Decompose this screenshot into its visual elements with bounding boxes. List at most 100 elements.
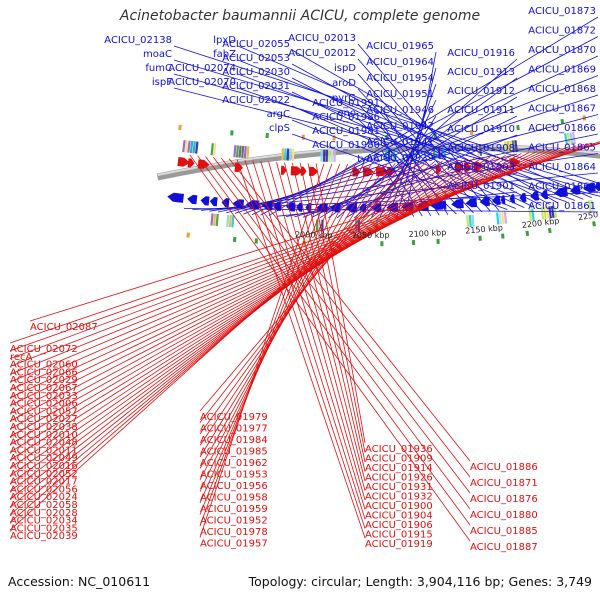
outer-cog-block [228, 215, 232, 228]
gene-label: ACICU_02033 [10, 391, 78, 402]
leader-line [173, 87, 600, 197]
inner-cog-block [210, 143, 214, 156]
forward-gene-shape [221, 198, 230, 208]
leader-line [213, 157, 471, 494]
gene-label: ACICU_01932 [365, 492, 433, 503]
inner-cog-block [289, 148, 292, 161]
reverse-gene-shape [234, 162, 244, 173]
gene-label: ACICU_01980 [312, 140, 380, 151]
genome-summary-text: Topology: circular; Length: 3,904,116 bp… [248, 574, 592, 589]
gene-label: ACICU_01864 [528, 162, 596, 173]
inner-cog-block [246, 146, 250, 159]
gene-label: clpS [269, 123, 290, 134]
gene-label: ACICU_02011 [10, 445, 78, 456]
gene-label: ACICU_02048 [10, 438, 78, 449]
gene-label: ACICU_01868 [528, 84, 596, 95]
outer-cog-block [215, 213, 219, 227]
reverse-gene [187, 158, 195, 168]
inner-cog-block [189, 140, 194, 154]
kbp-tick-label: 2000 kbp [295, 230, 333, 240]
forward-gene-shape [594, 181, 600, 192]
forward-gene [594, 181, 600, 192]
gene-label: ACICU_02016 [10, 461, 78, 472]
inner-cog-block [281, 148, 285, 161]
leader-line [237, 45, 592, 199]
rna-marker [547, 227, 552, 234]
leader-line [9, 148, 553, 398]
gene-label: ACICU_01908 [447, 143, 515, 154]
rna-marker [380, 241, 384, 247]
rna-marker [478, 235, 482, 241]
forward-gene [451, 199, 464, 209]
outer-cog-block [496, 212, 500, 225]
gene-label: ispD [334, 63, 356, 74]
outer-cog-block [548, 206, 553, 219]
gene-label: ACICU_02067 [10, 383, 78, 394]
gene-label: ACICU_01916 [447, 48, 515, 59]
leader-line [197, 155, 471, 526]
inner-cog-block [325, 149, 328, 162]
rna-marker [516, 125, 520, 131]
gene-label: ACICU_02031 [222, 81, 290, 92]
gene-label: ACICU_02138 [104, 35, 172, 46]
inner-cog-block [192, 141, 196, 154]
gene-label: ACICU_02074 [168, 63, 236, 74]
rna-marker [186, 232, 190, 238]
leader-line [9, 156, 491, 461]
inner-cog-block [187, 140, 191, 153]
forward-gene-shape [209, 197, 218, 207]
leader-line [9, 154, 514, 437]
gene-label: ACICU_02055 [222, 39, 290, 50]
outer-cog-block [498, 212, 503, 225]
gene-label: ispF [152, 77, 172, 88]
outer-cog-block [468, 215, 472, 228]
leader-line [9, 160, 451, 500]
forward-gene-shape [519, 192, 527, 203]
gene-label: ACICU_02066 [10, 367, 78, 378]
forward-gene-shape [451, 199, 464, 209]
forward-gene-shape [200, 196, 210, 206]
gene-label: ACICU_01862 [528, 182, 596, 193]
leader-line [276, 161, 366, 491]
gene-label: ACICU_01986 [312, 112, 380, 123]
gene-label: aroD [332, 78, 356, 89]
inner-cog-block [238, 145, 242, 158]
outer-cog-block [545, 206, 550, 219]
leader-line [315, 163, 366, 444]
gene-label: ACICU_01954 [366, 73, 434, 84]
gene-label: ACICU_01953 [200, 470, 268, 481]
gene-label: ACICU_02072 [10, 344, 78, 355]
leader-line [268, 161, 366, 501]
forward-gene [209, 197, 218, 207]
gene-label: ACICU_01939 [366, 153, 434, 164]
leader-line [199, 163, 372, 469]
leader-line [9, 153, 522, 430]
inner-cog-block [213, 143, 217, 156]
gene-label: lpxD [213, 35, 236, 46]
figure-title: Acinetobacter baumannii ACICU, complete … [119, 8, 481, 24]
inner-cog-block [241, 145, 245, 158]
gene-label: ACICU_02035 [10, 523, 78, 534]
leader-line [199, 163, 349, 504]
gene-label: ACICU_01977 [200, 424, 268, 435]
inner-cog-block [184, 140, 189, 153]
inner-cog-block [283, 148, 287, 161]
leader-line [199, 163, 333, 527]
reverse-gene [177, 157, 190, 167]
gene-label: ACICU_01991 [312, 98, 380, 109]
gene-label: ACICU_01876 [470, 494, 538, 505]
gene-label: ACICU_01981 [312, 126, 380, 137]
gene-label: ACICU_01952 [200, 516, 268, 527]
gene-label: ACICU_02029 [10, 375, 78, 386]
forward-gene [465, 197, 478, 208]
outer-cog-block [210, 213, 214, 226]
outer-cog-block [587, 200, 593, 213]
outer-cog-block [212, 213, 217, 226]
gene-label: ACICU_01866 [528, 123, 596, 134]
gene-label: ACICU_02024 [10, 492, 78, 503]
kbp-tick-label: 2150 kbp [465, 223, 503, 235]
gene-label: ACICU_01886 [470, 462, 538, 473]
gene-label: ACICU_01919 [365, 539, 433, 550]
